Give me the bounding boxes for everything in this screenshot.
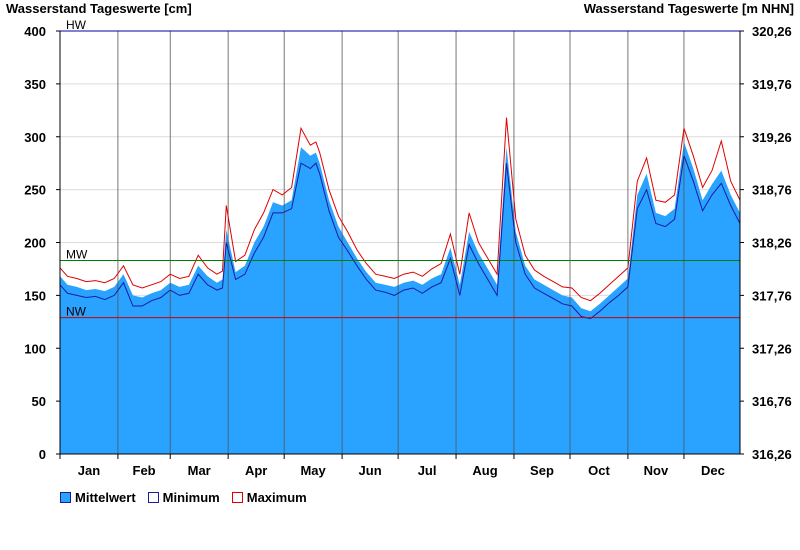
left-tick-label: 200: [24, 236, 46, 251]
x-tick-label-dec: Dec: [701, 463, 725, 478]
series-line-maximum: [59, 117, 741, 302]
right-tick-label: 317,76: [752, 288, 792, 303]
legend-item-maximum: Maximum: [231, 490, 307, 505]
legend-swatch-maximum: [231, 492, 243, 503]
reference-label-mw: MW: [66, 247, 88, 261]
x-tick-label-apr: Apr: [245, 463, 267, 478]
left-tick-label: 100: [24, 341, 46, 356]
left-tick-label: 0: [39, 447, 46, 462]
left-tick-label: 300: [24, 130, 46, 145]
right-tick-label: 318,26: [752, 236, 792, 251]
right-tick-label: 318,76: [752, 183, 792, 198]
x-tick-label-jan: Jan: [78, 463, 100, 478]
right-tick-label: 320,26: [752, 24, 792, 39]
x-tick-label-oct: Oct: [588, 463, 610, 478]
x-tick-label-aug: Aug: [472, 463, 497, 478]
left-tick-label: 50: [32, 394, 46, 409]
reference-label-hw: HW: [66, 18, 87, 32]
left-tick-label: 150: [24, 288, 46, 303]
right-tick-label: 316,76: [752, 394, 792, 409]
right-axis-title: Wasserstand Tageswerte [m NHN]: [583, 1, 794, 16]
legend: Mittelwert Minimum Maximum: [60, 490, 307, 505]
series-area-mittelwert: [60, 142, 740, 454]
right-tick-label: 319,26: [752, 130, 792, 145]
right-tick-label: 316,26: [752, 447, 792, 462]
legend-swatch-minimum: [147, 492, 159, 503]
legend-label-minimum: Minimum: [162, 490, 220, 505]
legend-swatch-mean: [60, 492, 71, 503]
reference-label-nw: NW: [66, 305, 87, 319]
left-tick-label: 400: [24, 24, 46, 39]
x-tick-label-mar: Mar: [188, 463, 211, 478]
legend-label-mean: Mittelwert: [75, 490, 136, 505]
right-tick-label: 317,26: [752, 341, 792, 356]
x-tick-label-may: May: [300, 463, 326, 478]
x-tick-label-jun: Jun: [359, 463, 382, 478]
right-tick-label: 319,76: [752, 77, 792, 92]
left-tick-label: 350: [24, 77, 46, 92]
series-line-minimum: [59, 155, 741, 320]
x-tick-label-jul: Jul: [418, 463, 437, 478]
left-axis-title: Wasserstand Tageswerte [cm]: [6, 1, 192, 16]
legend-item-minimum: Minimum: [147, 490, 220, 505]
x-tick-label-sep: Sep: [530, 463, 554, 478]
x-tick-label-nov: Nov: [644, 463, 669, 478]
left-tick-label: 250: [24, 183, 46, 198]
x-tick-label-feb: Feb: [133, 463, 156, 478]
legend-item-mean: Mittelwert: [60, 490, 136, 505]
legend-label-maximum: Maximum: [246, 490, 307, 505]
